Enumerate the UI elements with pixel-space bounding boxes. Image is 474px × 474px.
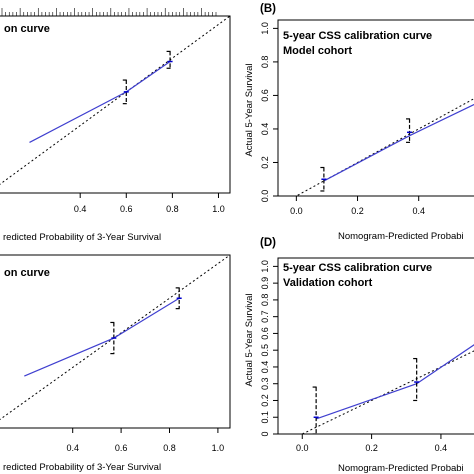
y-tick-label: 0.6 [260, 89, 270, 102]
x-tick-label: 0.4 [412, 206, 425, 216]
panel-label: (D) [260, 237, 276, 249]
panel-4: 0.0 0.2 0.4 0 0.1 0.2 0.3 0.4 0.5 0.6 0.7 0.8 0.9 1.0… [244, 237, 474, 474]
x-tick-label: 0.0 [290, 206, 303, 216]
panel-label: (B) [260, 3, 276, 15]
y-tick-label: 0.8 [260, 294, 270, 307]
panel-title-line: 5-year CSS calibration curve [283, 262, 432, 274]
y-tick-label: 0.4 [260, 123, 270, 136]
y-tick-label: 1.0 [260, 260, 270, 273]
y-tick-label: 0.0 [260, 190, 270, 203]
x-tick-label: 0.8 [166, 204, 179, 214]
plot-area [301, 344, 474, 434]
panel-title-line: on curve [4, 23, 50, 35]
ideal-reference-line [295, 98, 474, 196]
calibration-line [24, 297, 180, 377]
y-tick-label: 0.8 [260, 56, 270, 69]
x-tick-label: 0.2 [365, 443, 378, 453]
plot-frame [277, 19, 474, 197]
y-tick-label: 1.0 [260, 22, 270, 35]
x-tick-label: 1.0 [212, 443, 225, 453]
y-tick-label: 0.2 [260, 394, 270, 407]
calibration-line [315, 344, 474, 420]
x-tick-label: 0.8 [163, 443, 176, 453]
panel-1: 0.4 0.6 0.8 1.0 on curve redicted Probability… [0, 8, 231, 243]
calibration-line [29, 61, 171, 143]
y-axis-label: Actual 5-Year Survival [244, 293, 255, 386]
plot-frame [277, 257, 474, 435]
panel-title-line: on curve [4, 267, 50, 279]
y-tick-label: 0.1 [260, 411, 270, 424]
panel-title-line: 5-year CSS calibration curve [283, 30, 432, 42]
y-tick-label: 0.7 [260, 310, 270, 323]
ideal-reference-line [0, 16, 230, 185]
panel-2: 0.0 0.2 0.4 0.0 0.2 0.4 0.6 0.8 1.0 5-year CSS ca… [244, 3, 474, 242]
y-tick-label: 0.5 [260, 344, 270, 357]
x-tick-label: 0.6 [115, 443, 128, 453]
y-tick-label: 0.6 [260, 327, 270, 340]
ideal-reference-line [301, 350, 474, 434]
panel-3: 0.4 0.6 0.8 1.0 on curve redicted Probability… [0, 254, 231, 473]
plot-area [0, 16, 230, 185]
plot-frame [0, 15, 231, 194]
x-tick-label: 0.6 [120, 204, 133, 214]
y-tick-label: 0 [260, 431, 270, 436]
x-axis-label: Nomogram-Predicted Probabi [338, 231, 464, 242]
x-tick-label: 0.4 [435, 443, 448, 453]
plot-area [0, 255, 230, 421]
x-tick-label: 0.4 [66, 443, 79, 453]
y-axis-label: Actual 5-Year Survival [244, 63, 255, 156]
x-tick-label: 1.0 [212, 204, 225, 214]
x-tick-label: 0.2 [351, 206, 364, 216]
x-axis-label: Nomogram-Predicted Probabi [338, 463, 464, 474]
y-tick-label: 0.3 [260, 377, 270, 390]
y-tick-label: 0.2 [260, 156, 270, 169]
x-tick-label: 0.4 [74, 204, 87, 214]
x-axis-label: redicted Probability of 3-Year Survival [3, 232, 161, 243]
x-axis-label: redicted Probability of 3-Year Survival [3, 462, 161, 473]
panel-title-line: Validation cohort [283, 277, 373, 289]
y-tick-label: 0.9 [260, 277, 270, 290]
ideal-reference-line [0, 255, 230, 421]
plot-frame [0, 254, 231, 429]
x-tick-label: 0.0 [296, 443, 309, 453]
calibration-line [323, 103, 474, 182]
panel-title-line: Model cohort [283, 45, 352, 57]
y-tick-label: 0.4 [260, 361, 270, 374]
plot-area [295, 98, 474, 196]
